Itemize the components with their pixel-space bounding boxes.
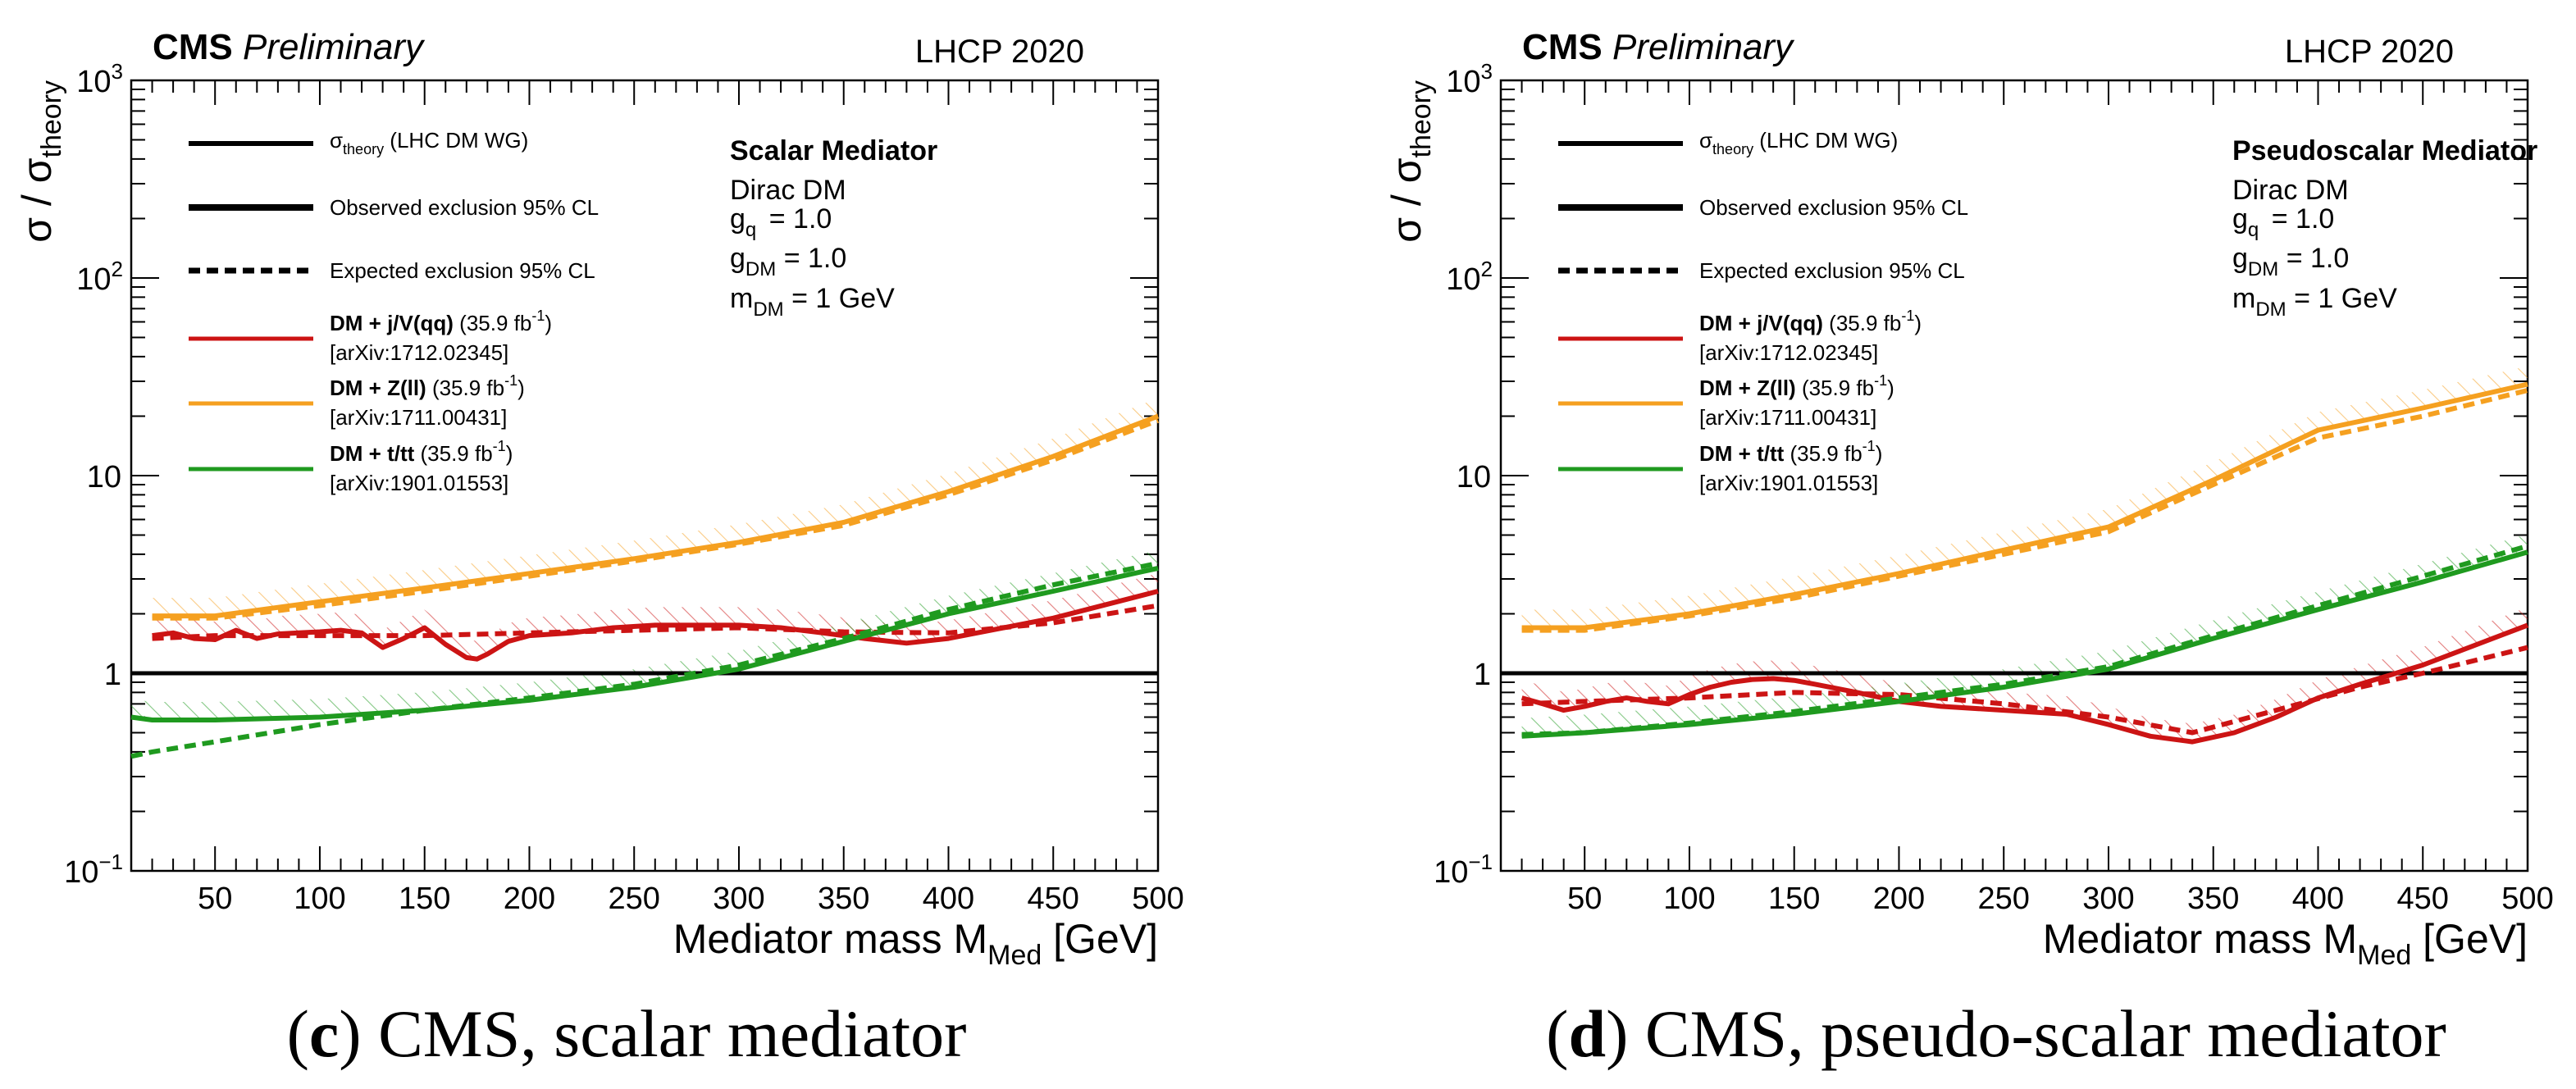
legend-theory-label: σtheory (LHC DM WG): [330, 128, 528, 157]
x-tick-label: 100: [1663, 882, 1715, 916]
x-tick-label: 500: [1132, 882, 1183, 916]
panel-title: Scalar Mediator: [730, 135, 937, 166]
x-tick-label: 150: [399, 882, 450, 916]
legend-zll-label: DM + Z(ll) (35.9 fb-1): [1699, 372, 1894, 400]
legend-jv-label: DM + j/V(qq) (35.9 fb-1): [1699, 308, 1922, 335]
legend-ttbar-label: DM + t/tt (35.9 fb-1): [1699, 438, 1882, 466]
legend-observed-label: Observed exclusion 95% CL: [330, 195, 599, 220]
y-tick-label: 10: [87, 460, 121, 494]
x-tick-label: 50: [1567, 882, 1602, 916]
cms-label: CMS Preliminary: [153, 27, 426, 67]
conference-label: LHCP 2020: [915, 34, 1084, 70]
legend-zll-ref: [arXiv:1711.00431]: [330, 405, 507, 430]
x-axis-title: Mediator mass MMed [GeV]: [2043, 916, 2528, 971]
x-tick-label: 500: [2501, 882, 2553, 916]
cms-label: CMS Preliminary: [1522, 27, 1795, 67]
y-tick-label: 103: [1446, 59, 1493, 99]
x-tick-label: 200: [1873, 882, 1925, 916]
series-ttbar-solid: [130, 565, 1159, 722]
model-dirac: Dirac DM: [730, 175, 846, 206]
x-tick-label: 250: [1978, 882, 2030, 916]
legend-jv-label: DM + j/V(qq) (35.9 fb-1): [330, 308, 552, 335]
model-mdm: mDM = 1 GeV: [2232, 283, 2397, 321]
hatch-band-ttbar: [1521, 534, 2528, 736]
x-tick-label: 350: [2187, 882, 2239, 916]
legend-ttbar-label: DM + t/tt (35.9 fb-1): [330, 438, 513, 466]
y-tick-label: 10: [1457, 460, 1491, 494]
y-tick-label: 1: [104, 658, 121, 692]
legend-zll-ref: [arXiv:1711.00431]: [1699, 405, 1876, 430]
model-gdm: gDM = 1.0: [730, 243, 846, 280]
y-tick-label: 102: [1446, 257, 1493, 297]
conference-label: LHCP 2020: [2285, 34, 2454, 70]
x-tick-label: 350: [818, 882, 869, 916]
series-jv-dashed: [152, 603, 1159, 641]
series-ttbar-dashed: [130, 560, 1159, 759]
model-gq: gq = 1.0: [730, 203, 832, 241]
y-axis-title: σ / σtheory: [14, 80, 67, 243]
hatch-band-ttbar: [131, 549, 1158, 721]
series-zll-dashed: [152, 417, 1160, 621]
y-tick-label: 103: [76, 59, 123, 99]
panel-title: Pseudoscalar Mediator: [2232, 135, 2537, 166]
caption: (d) CMS, pseudo-scalar mediator: [1546, 996, 2446, 1071]
x-axis-title: Mediator mass MMed [GeV]: [673, 916, 1158, 971]
x-tick-label: 150: [1768, 882, 1820, 916]
legend-ttbar-ref: [arXiv:1901.01553]: [1699, 471, 1878, 495]
plot-frame: [1499, 79, 2529, 873]
legend-expected-label: Expected exclusion 95% CL: [330, 258, 595, 283]
model-dirac: Dirac DM: [2232, 175, 2349, 206]
x-tick-label: 450: [2397, 882, 2449, 916]
model-gdm: gDM = 1.0: [2232, 243, 2349, 280]
chart-panel-c: 10−1 1 10 102 103 50 100 150 200 250 300 350 400 450 5…: [14, 27, 1184, 1071]
x-tick-label: 400: [923, 882, 974, 916]
legend-zll-label: DM + Z(ll) (35.9 fb-1): [330, 372, 525, 400]
y-axis-title: σ / σtheory: [1384, 80, 1437, 243]
legend-jv-ref: [arXiv:1712.02345]: [1699, 340, 1878, 365]
legend-expected-label: Expected exclusion 95% CL: [1699, 258, 1965, 283]
chart-panel-d: 10−1 1 10 102 103 50 100 150 200 250 300 350 400 450 5…: [1384, 27, 2554, 1071]
x-tick-label: 100: [294, 882, 345, 916]
x-tick-label: 300: [713, 882, 764, 916]
legend-jv-ref: [arXiv:1712.02345]: [330, 340, 508, 365]
series-zll-dashed: [1521, 388, 2528, 633]
model-gq: gq = 1.0: [2232, 203, 2334, 241]
legend-observed-label: Observed exclusion 95% CL: [1699, 195, 1968, 220]
x-tick-label: 50: [198, 882, 232, 916]
legend-ttbar-ref: [arXiv:1901.01553]: [330, 471, 508, 495]
x-tick-label: 250: [609, 882, 660, 916]
y-tick-label: 10−1: [1434, 850, 1493, 890]
y-tick-label: 1: [1474, 658, 1491, 692]
y-tick-label: 102: [76, 257, 123, 297]
series-zll-solid: [152, 413, 1160, 619]
y-tick-label: 10−1: [64, 850, 123, 890]
x-tick-label: 200: [504, 882, 555, 916]
hatch-band-zll: [1521, 366, 2528, 628]
x-tick-label: 450: [1028, 882, 1079, 916]
x-tick-label: 300: [2082, 882, 2134, 916]
caption: (c) CMS, scalar mediator: [287, 996, 967, 1071]
model-mdm: mDM = 1 GeV: [730, 283, 895, 321]
series-ttbar-dashed: [1521, 544, 2528, 737]
legend-theory-label: σtheory (LHC DM WG): [1699, 128, 1898, 157]
series-jv-dashed: [1521, 645, 2528, 736]
hatch-band-zll: [152, 398, 1158, 617]
x-tick-label: 400: [2292, 882, 2344, 916]
